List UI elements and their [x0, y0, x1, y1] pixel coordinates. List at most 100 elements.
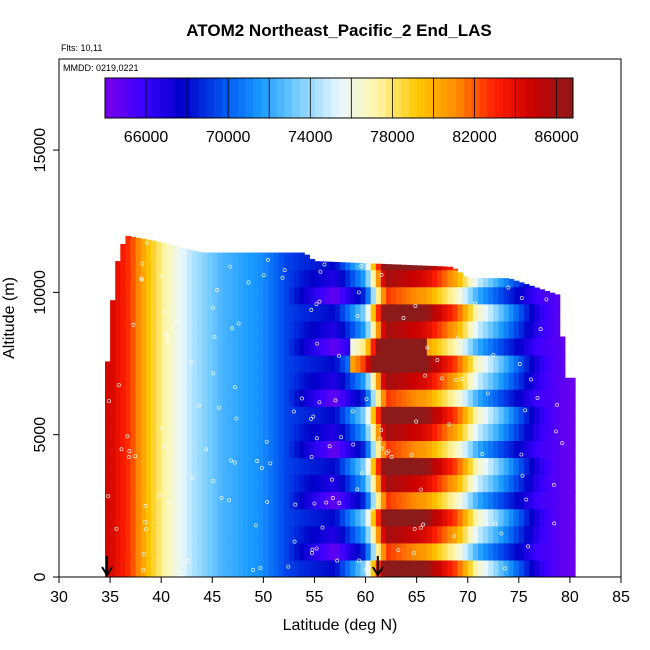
heatmap-cell	[227, 372, 234, 390]
heatmap-cell	[508, 559, 515, 577]
data-point	[333, 398, 338, 403]
heatmap-cell	[539, 542, 545, 561]
heatmap-cell	[503, 320, 510, 339]
heatmap-cell	[416, 423, 423, 441]
heatmap-cell	[145, 372, 152, 390]
heatmap-cell	[145, 423, 152, 441]
heatmap-cell	[416, 337, 423, 356]
data-point	[127, 449, 132, 454]
heatmap-cell	[135, 320, 142, 339]
heatmap-cell	[120, 303, 127, 322]
heatmap-cell	[196, 406, 203, 424]
heatmap-cell	[186, 269, 193, 288]
data-point	[268, 461, 273, 466]
colorbar-segment	[222, 78, 231, 118]
heatmap-cell	[253, 303, 259, 322]
heatmap-cell	[186, 389, 193, 407]
heatmap-cell	[569, 474, 576, 493]
data-point	[544, 297, 549, 302]
data-point	[355, 314, 360, 318]
heatmap-cell	[472, 278, 479, 288]
data-point	[351, 442, 356, 447]
data-point	[185, 558, 190, 563]
heatmap-cell	[340, 269, 346, 288]
heatmap-cell	[278, 286, 285, 305]
heatmap-cell	[299, 508, 305, 527]
heatmap-cell	[212, 286, 218, 305]
heatmap-cell	[426, 265, 433, 271]
heatmap-cell	[401, 372, 408, 390]
heatmap-cell	[355, 337, 362, 356]
heatmap-cell	[140, 389, 147, 407]
heatmap-cell	[186, 474, 193, 493]
heatmap-cell	[130, 457, 137, 476]
heatmap-cell	[416, 457, 423, 476]
heatmap-cell	[503, 491, 510, 510]
heatmap-cell	[350, 457, 356, 476]
heatmap-cell	[411, 372, 418, 390]
heatmap-cell	[472, 320, 479, 339]
heatmap-cell	[518, 406, 525, 424]
heatmap-cell	[253, 508, 259, 527]
colorbar-segment	[198, 78, 207, 118]
heatmap-cell	[503, 303, 510, 322]
heatmap-cell	[554, 508, 561, 527]
heatmap-cell	[130, 372, 137, 390]
heatmap-cell	[437, 406, 443, 424]
heatmap-cell	[202, 355, 208, 373]
heatmap-cell	[421, 508, 428, 527]
heatmap-cell	[447, 372, 453, 390]
heatmap-cell	[329, 372, 336, 390]
heatmap-cell	[207, 559, 213, 577]
heatmap-cell	[156, 303, 162, 322]
data-point	[125, 434, 130, 439]
heatmap-cell	[196, 508, 203, 527]
heatmap-cell	[401, 559, 408, 577]
data-point	[360, 471, 365, 476]
data-point	[145, 240, 149, 245]
heatmap-cell	[161, 337, 167, 356]
heatmap-cell	[396, 264, 402, 271]
heatmap-cell	[273, 252, 280, 271]
heatmap-cell	[360, 286, 367, 305]
heatmap-cell	[549, 389, 556, 407]
data-point	[329, 477, 334, 482]
heatmap-cell	[457, 286, 464, 305]
heatmap-cell	[145, 269, 152, 288]
heatmap-cell	[421, 474, 428, 493]
heatmap-cell	[171, 269, 178, 288]
heatmap-cell	[309, 508, 316, 527]
heatmap-cell	[125, 423, 132, 441]
heatmap-cell	[263, 303, 270, 322]
heatmap-cell	[145, 559, 152, 577]
heatmap-cell	[304, 355, 310, 373]
heatmap-cell	[171, 423, 178, 441]
heatmap-cell	[222, 355, 229, 373]
heatmap-cell	[350, 508, 356, 527]
heatmap-cell	[130, 389, 137, 407]
heatmap-cell	[380, 355, 387, 373]
heatmap-cell	[559, 406, 566, 424]
heatmap-cell	[207, 508, 213, 527]
heatmap-cell	[345, 423, 351, 441]
heatmap-cell	[431, 286, 438, 305]
data-point	[161, 310, 166, 315]
data-point	[314, 302, 319, 307]
heatmap-cell	[334, 389, 341, 407]
heatmap-cell	[350, 286, 356, 305]
heatmap-cell	[145, 252, 152, 271]
colorbar: 66000 70000 74000 78000 82000 86000	[104, 77, 579, 146]
heatmap-cell	[477, 440, 484, 459]
heatmap-cell	[539, 508, 545, 527]
heatmap-cell	[462, 286, 469, 305]
heatmap-cell	[191, 406, 198, 424]
heatmap-cell	[258, 542, 264, 561]
heatmap-cell	[477, 389, 484, 407]
heatmap-cell	[309, 423, 316, 441]
heatmap-cell	[299, 269, 305, 288]
heatmap-cell	[278, 406, 285, 424]
heatmap-cell	[329, 389, 336, 407]
heatmap-cell	[309, 457, 316, 476]
heatmap-cell	[370, 508, 377, 527]
heatmap-cell	[120, 286, 127, 305]
